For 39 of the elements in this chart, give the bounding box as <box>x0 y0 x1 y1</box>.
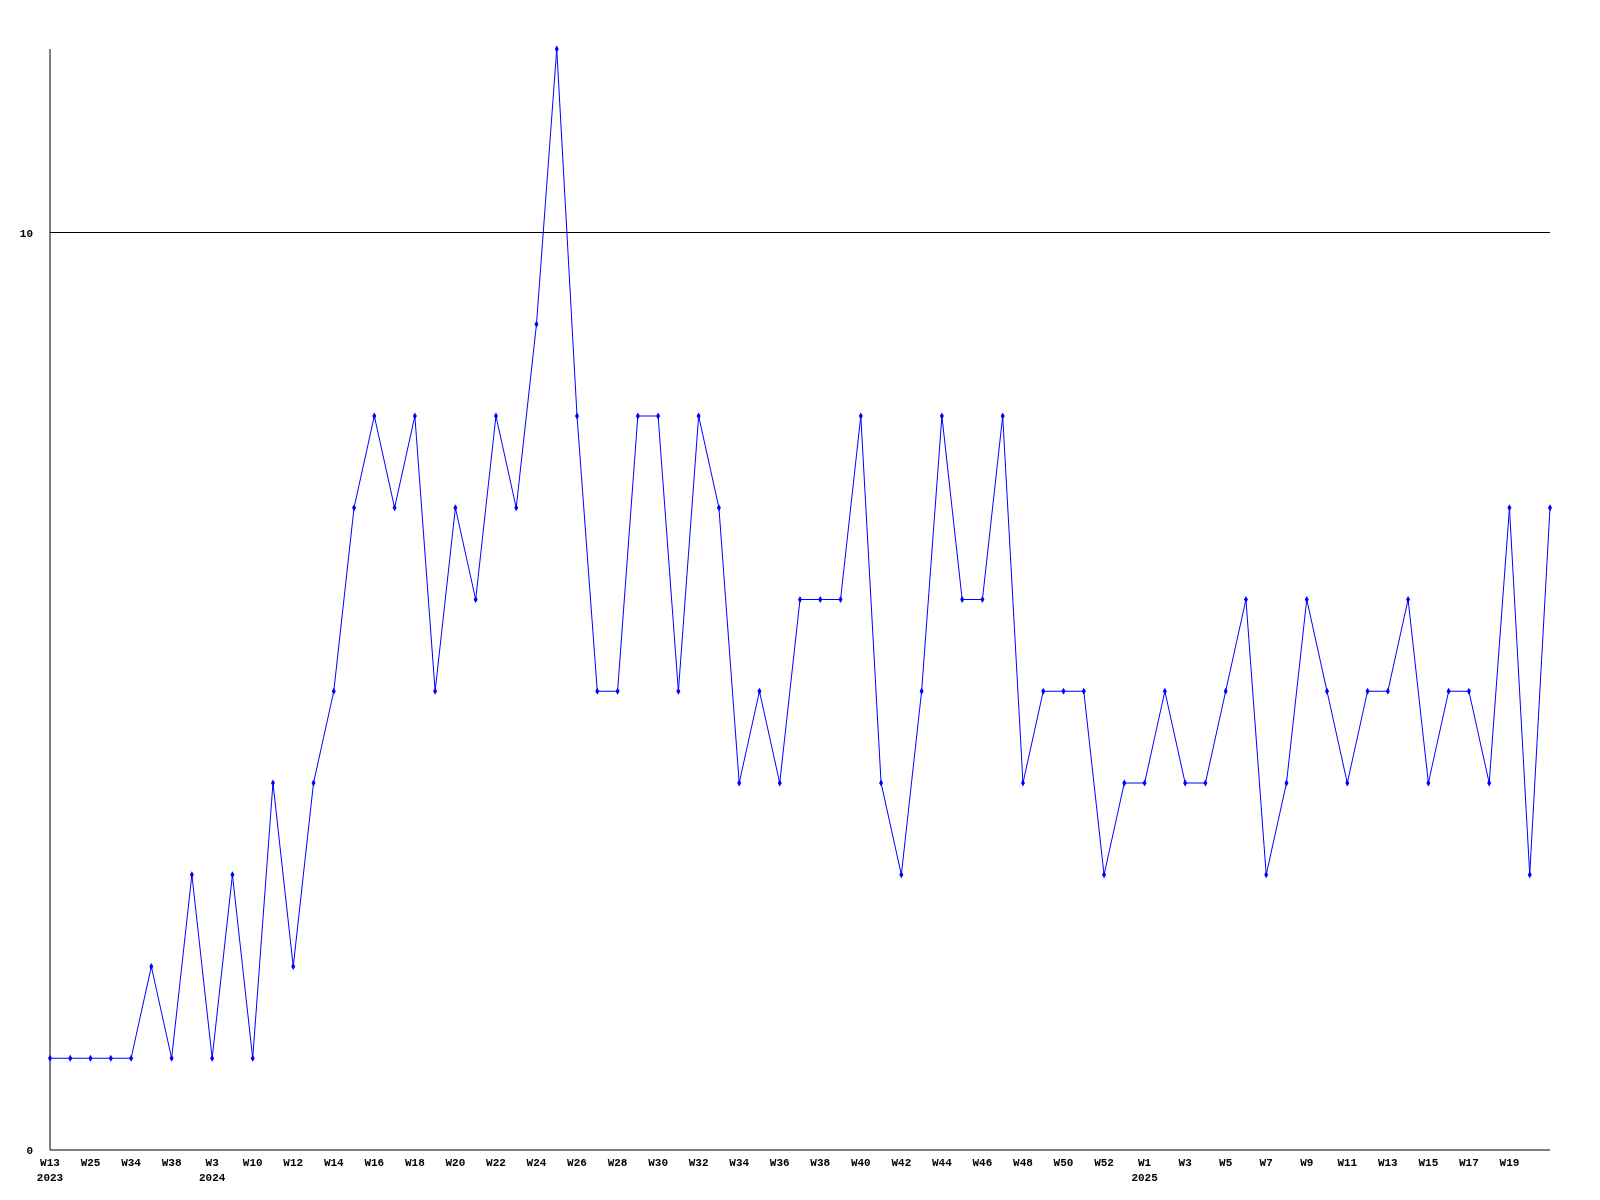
x-tick-label: W34 <box>121 1157 142 1169</box>
x-tick-label: W24 <box>526 1157 547 1169</box>
x-tick-label: W18 <box>404 1157 426 1169</box>
x-tick-label: W40 <box>850 1157 871 1169</box>
x-tick-label: W16 <box>364 1157 385 1169</box>
x-tick-label: W38 <box>810 1157 831 1169</box>
x-tick-label: W13 2023 <box>36 1157 64 1184</box>
x-tick-label: W44 <box>931 1157 953 1169</box>
x-tick-label: W11 <box>1337 1157 1358 1169</box>
x-tick-label: W50 <box>1053 1157 1074 1169</box>
x-tick-label: W19 <box>1499 1157 1520 1169</box>
x-tick-label: W3 <box>1178 1157 1193 1169</box>
x-tick-label: W3 2024 <box>198 1157 226 1184</box>
x-tick-label: W28 <box>607 1157 628 1169</box>
x-tick-label: W7 <box>1259 1157 1273 1169</box>
x-tick-label: W36 <box>769 1157 790 1169</box>
x-tick-label: W48 <box>1013 1157 1034 1169</box>
x-tick-label: W52 <box>1094 1157 1114 1169</box>
x-tick-label: W1 2025 <box>1131 1157 1159 1184</box>
x-tick-label: W42 <box>891 1157 912 1169</box>
x-tick-label: W20 <box>445 1157 466 1169</box>
x-tick-label: W25 <box>80 1157 101 1169</box>
y-tick-label: 0 <box>26 1145 33 1158</box>
x-tick-label: W22 <box>486 1157 506 1169</box>
x-tick-label: W15 <box>1418 1157 1439 1169</box>
x-tick-label: W10 <box>242 1157 263 1169</box>
x-tick-label: W17 <box>1459 1157 1479 1169</box>
x-tick-label: W30 <box>648 1157 669 1169</box>
x-tick-label: W32 <box>688 1157 709 1169</box>
x-tick-label: W9 <box>1300 1157 1314 1169</box>
x-tick-label: W14 <box>323 1157 345 1169</box>
x-tick-label: W46 <box>972 1157 993 1169</box>
x-tick-label: W38 <box>161 1157 182 1169</box>
x-tick-label: W26 <box>567 1157 587 1169</box>
y-tick-label: 10 <box>19 227 33 240</box>
x-tick-label: W5 <box>1219 1157 1233 1169</box>
x-tick-label: W12 <box>283 1157 304 1169</box>
x-tick-label: W34 <box>729 1157 750 1169</box>
x-tick-label: W13 <box>1377 1157 1399 1169</box>
